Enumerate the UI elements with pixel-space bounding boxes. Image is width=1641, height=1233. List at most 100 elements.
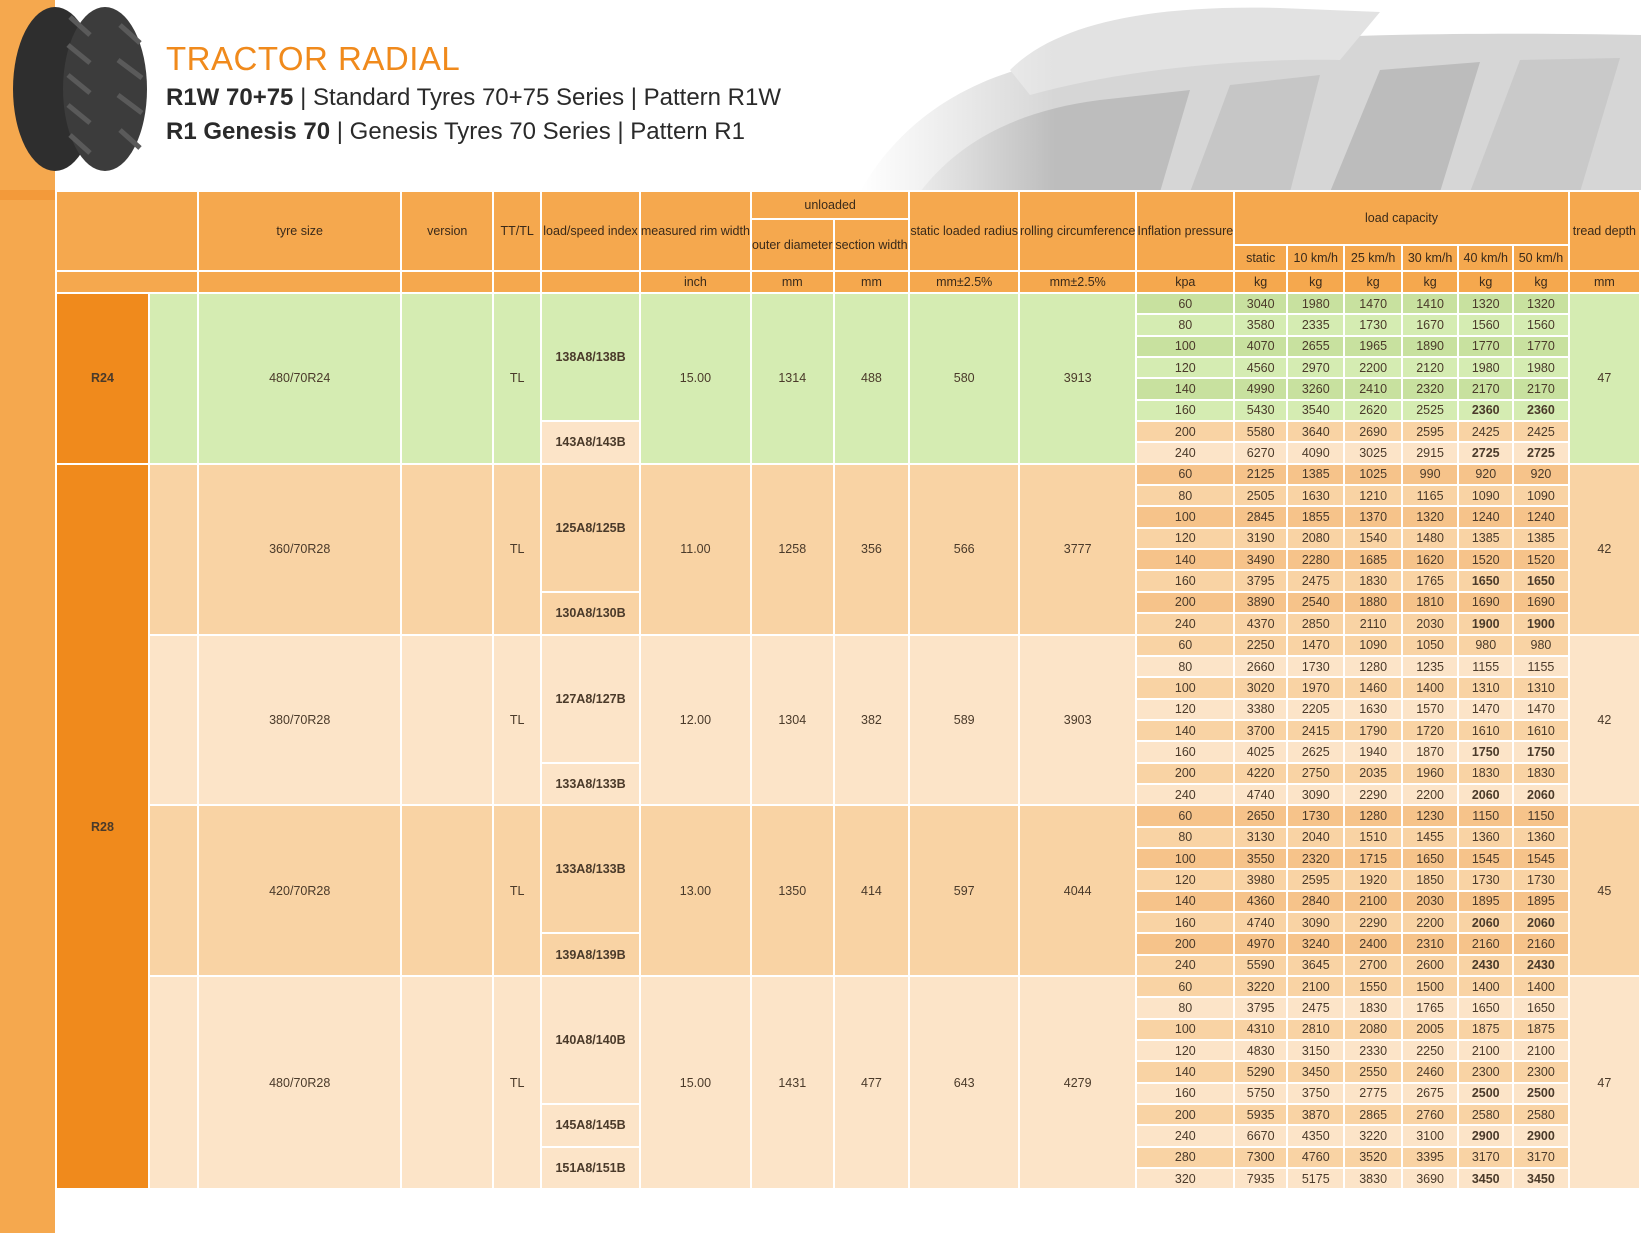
inflation-pressure-cell: 200 bbox=[1135, 761, 1236, 785]
tyre-size-cell: 480/70R24 bbox=[197, 292, 403, 465]
table-row: 140 4990 3260 2410 2320 2170 2170 bbox=[56, 377, 1640, 401]
load-40kmh-cell: 1520 bbox=[1457, 548, 1515, 572]
rolling-circumference-cell: 4044 bbox=[1018, 804, 1138, 977]
load-10kmh-cell: 2100 bbox=[1286, 974, 1346, 999]
load-30kmh-cell: 1480 bbox=[1400, 526, 1460, 551]
load-25kmh-cell: 1630 bbox=[1343, 697, 1403, 721]
inflation-pressure-cell: 200 bbox=[1135, 1103, 1236, 1127]
load-50kmh-cell: 1360 bbox=[1512, 825, 1570, 849]
header-unloaded: unloaded bbox=[749, 190, 911, 220]
inflation-pressure-cell: 80 bbox=[1135, 484, 1236, 508]
load-50kmh-cell: 2500 bbox=[1512, 1081, 1570, 1106]
load-static-cell: 5935 bbox=[1233, 1103, 1289, 1127]
units-row: inch mm mm mm±2.5% mm±2.5% kpa kg kg kg … bbox=[54, 270, 1641, 294]
load-speed-index-cell: 125A8/125B bbox=[540, 462, 641, 593]
load-50kmh-cell: 1320 bbox=[1512, 291, 1570, 316]
load-25kmh-cell: 1540 bbox=[1343, 526, 1403, 551]
inflation-pressure-cell: 280 bbox=[1135, 1145, 1236, 1170]
load-static-cell: 4990 bbox=[1233, 377, 1289, 401]
load-10kmh-cell: 2970 bbox=[1286, 356, 1346, 380]
tread-depth-cell: 47 bbox=[1567, 292, 1641, 465]
unit-rim: inch bbox=[638, 270, 752, 294]
load-30kmh-cell: 2310 bbox=[1400, 932, 1460, 956]
inflation-pressure-cell: 60 bbox=[1135, 462, 1236, 487]
table-row: 133A8/133B 200 4220 2750 2035 1960 1830 1830 bbox=[56, 761, 1640, 807]
rim-width-cell: 13.00 bbox=[638, 804, 752, 977]
load-10kmh-cell: 2750 bbox=[1286, 761, 1346, 785]
outer-diameter-cell: 1314 bbox=[749, 292, 835, 465]
load-10kmh-cell: 1470 bbox=[1286, 633, 1346, 657]
load-25kmh-cell: 1685 bbox=[1343, 548, 1403, 572]
inflation-pressure-cell: 60 bbox=[1135, 291, 1236, 316]
inflation-pressure-cell: 80 bbox=[1135, 825, 1236, 849]
load-10kmh-cell: 3260 bbox=[1286, 377, 1346, 401]
subtitle-genesis-model: R1 Genesis 70 bbox=[166, 118, 331, 145]
table-row: 160 5750 3750 2775 2675 2500 2500 bbox=[56, 1081, 1640, 1106]
unit-tread: mm bbox=[1567, 270, 1641, 294]
load-static-cell: 2125 bbox=[1233, 462, 1289, 487]
load-speed-index-cell: 133A8/133B bbox=[540, 761, 641, 807]
load-25kmh-cell: 1790 bbox=[1343, 718, 1403, 743]
load-10kmh-cell: 3870 bbox=[1286, 1103, 1346, 1127]
inflation-pressure-cell: 120 bbox=[1135, 356, 1236, 380]
rim-size-label: R28 bbox=[55, 462, 150, 1191]
load-30kmh-cell: 2200 bbox=[1400, 782, 1460, 807]
section-width-cell: 414 bbox=[832, 804, 911, 977]
inflation-pressure-cell: 60 bbox=[1135, 804, 1236, 828]
load-25kmh-cell: 1730 bbox=[1343, 313, 1403, 337]
load-30kmh-cell: 1050 bbox=[1400, 633, 1460, 657]
unit-version bbox=[400, 270, 495, 294]
load-25kmh-cell: 2690 bbox=[1343, 420, 1403, 444]
table-row: 100 3020 1970 1460 1400 1310 1310 bbox=[56, 676, 1640, 700]
load-static-cell: 4370 bbox=[1233, 612, 1289, 636]
load-40kmh-cell: 1980 bbox=[1457, 356, 1515, 380]
load-25kmh-cell: 1940 bbox=[1343, 740, 1403, 764]
load-40kmh-cell: 1545 bbox=[1457, 846, 1515, 871]
load-static-cell: 4220 bbox=[1233, 761, 1289, 785]
load-40kmh-cell: 1750 bbox=[1457, 740, 1515, 764]
load-50kmh-cell: 1650 bbox=[1512, 569, 1570, 593]
load-static-cell: 2650 bbox=[1233, 804, 1289, 828]
load-speed-index-cell: 151A8/151B bbox=[540, 1145, 641, 1191]
load-25kmh-cell: 2550 bbox=[1343, 1060, 1403, 1084]
inflation-pressure-cell: 140 bbox=[1135, 548, 1236, 572]
table-row: 100 4070 2655 1965 1890 1770 1770 bbox=[56, 334, 1640, 359]
load-30kmh-cell: 2005 bbox=[1400, 1017, 1460, 1042]
load-25kmh-cell: 2035 bbox=[1343, 761, 1403, 785]
load-40kmh-cell: 1240 bbox=[1457, 505, 1515, 529]
unit-tyre-size bbox=[197, 270, 403, 294]
load-40kmh-cell: 1650 bbox=[1457, 569, 1515, 593]
load-50kmh-cell: 1610 bbox=[1512, 718, 1570, 743]
load-30kmh-cell: 2320 bbox=[1400, 377, 1460, 401]
load-40kmh-cell: 1155 bbox=[1457, 654, 1515, 679]
load-50kmh-cell: 1980 bbox=[1512, 356, 1570, 380]
load-25kmh-cell: 1965 bbox=[1343, 334, 1403, 359]
load-30kmh-cell: 1810 bbox=[1400, 590, 1460, 615]
table-header: tyre size version TT/TL load/speed index… bbox=[54, 190, 1641, 294]
load-10kmh-cell: 2810 bbox=[1286, 1017, 1346, 1042]
table-row: 80 3130 2040 1510 1455 1360 1360 bbox=[56, 825, 1640, 849]
load-speed-index-cell: 133A8/133B bbox=[540, 804, 641, 935]
unit-tt-tl bbox=[492, 270, 543, 294]
inflation-pressure-cell: 120 bbox=[1135, 697, 1236, 721]
load-static-cell: 4740 bbox=[1233, 910, 1289, 935]
table-row: 80 2505 1630 1210 1165 1090 1090 bbox=[56, 484, 1640, 508]
tread-depth-cell: 45 bbox=[1567, 804, 1641, 977]
load-30kmh-cell: 1320 bbox=[1400, 505, 1460, 529]
load-speed-index-cell: 130A8/130B bbox=[540, 590, 641, 636]
inflation-pressure-cell: 240 bbox=[1135, 441, 1236, 465]
load-25kmh-cell: 1460 bbox=[1343, 676, 1403, 700]
header-speed-40: 40 km/h bbox=[1457, 244, 1515, 272]
table-row: 120 3980 2595 1920 1850 1730 1730 bbox=[56, 868, 1640, 892]
load-30kmh-cell: 1235 bbox=[1400, 654, 1460, 679]
load-10kmh-cell: 5175 bbox=[1286, 1167, 1346, 1191]
load-30kmh-cell: 1165 bbox=[1400, 484, 1460, 508]
unit-load-25: kg bbox=[1343, 270, 1403, 294]
load-50kmh-cell: 920 bbox=[1512, 462, 1570, 487]
tt-tl-cell: TL bbox=[492, 462, 543, 636]
load-10kmh-cell: 1970 bbox=[1286, 676, 1346, 700]
load-static-cell: 4025 bbox=[1233, 740, 1289, 764]
load-40kmh-cell: 2300 bbox=[1457, 1060, 1515, 1084]
load-static-cell: 3795 bbox=[1233, 569, 1289, 593]
load-30kmh-cell: 2460 bbox=[1400, 1060, 1460, 1084]
